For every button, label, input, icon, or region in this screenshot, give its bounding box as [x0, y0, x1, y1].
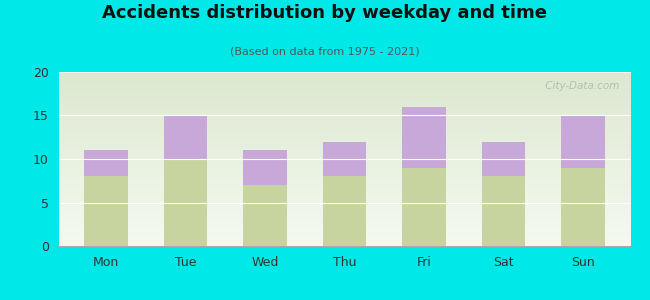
Bar — [322, 176, 367, 246]
Bar — [402, 168, 446, 246]
Bar — [84, 176, 128, 246]
Bar — [561, 116, 605, 168]
Bar — [243, 150, 287, 185]
Bar — [84, 150, 128, 176]
Text: Accidents distribution by weekday and time: Accidents distribution by weekday and ti… — [103, 4, 547, 22]
Bar — [561, 168, 605, 246]
Bar — [164, 116, 207, 159]
Text: (Based on data from 1975 - 2021): (Based on data from 1975 - 2021) — [230, 46, 420, 56]
Bar — [402, 107, 446, 168]
Bar — [164, 159, 207, 246]
Text: City-Data.com: City-Data.com — [541, 81, 619, 91]
Bar — [482, 176, 525, 246]
Bar — [482, 142, 525, 176]
Bar — [243, 185, 287, 246]
Bar — [322, 142, 367, 176]
